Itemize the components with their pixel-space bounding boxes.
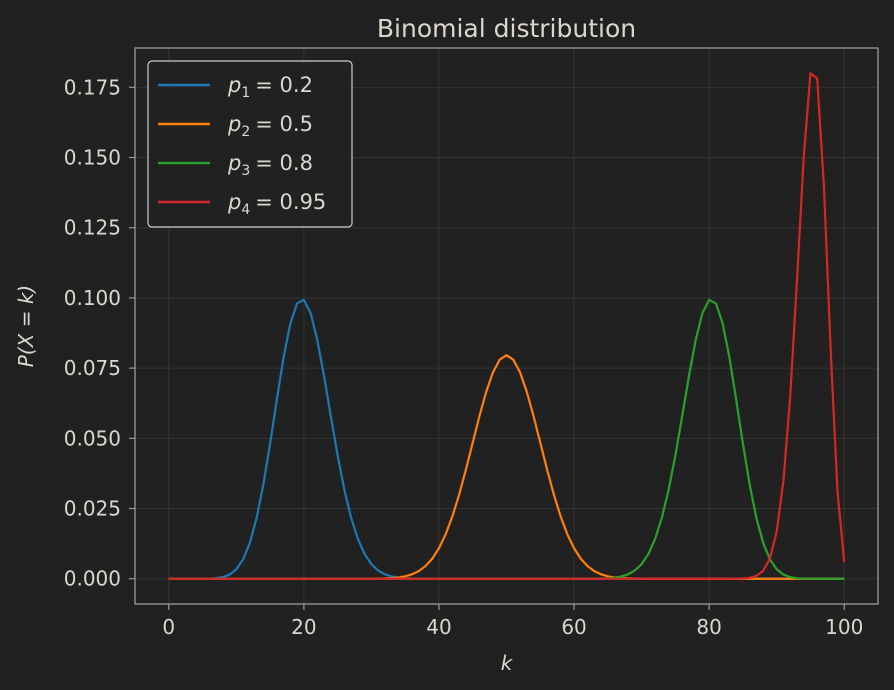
- y-tick-label: 0.025: [64, 497, 121, 521]
- legend-label-3: p3 = 0.8: [227, 151, 313, 179]
- legend-value: = 0.8: [255, 151, 313, 175]
- y-tick-label: 0.100: [64, 286, 121, 310]
- legend-value: = 0.5: [255, 112, 313, 136]
- legend-var: p: [227, 190, 241, 214]
- legend-value: = 0.95: [255, 190, 326, 214]
- ticks: 0 20 40 60 80 100 0.000 0.025 0.050 0.075 0.100 0.1…: [64, 75, 864, 639]
- legend-var: p: [227, 112, 241, 136]
- x-tick-label: 0: [162, 615, 175, 639]
- y-tick-label: 0.125: [64, 216, 121, 240]
- legend: p1 = 0.2p2 = 0.5p3 = 0.8p4 = 0.95: [147, 60, 353, 228]
- legend-label-2: p2 = 0.5: [227, 112, 313, 140]
- legend-var: p: [227, 151, 241, 175]
- y-tick-label: 0.075: [64, 356, 121, 380]
- legend-box: [147, 60, 353, 228]
- x-tick-label: 40: [426, 615, 451, 639]
- axes-frame: [134, 47, 879, 605]
- y-tick-label: 0.175: [64, 75, 121, 99]
- x-axis-label: k: [501, 651, 514, 675]
- legend-subscript: 4: [241, 202, 250, 218]
- x-tick-label: 80: [696, 615, 721, 639]
- legend-label-4: p4 = 0.95: [227, 190, 326, 218]
- y-tick-label: 0.050: [64, 426, 121, 450]
- x-tick-label: 100: [825, 615, 863, 639]
- x-tick-label: 20: [291, 615, 316, 639]
- x-tick-label: 60: [561, 615, 586, 639]
- y-tick-label: 0.000: [64, 567, 121, 591]
- legend-subscript: 3: [241, 163, 250, 179]
- legend-label-1: p1 = 0.2: [227, 73, 313, 101]
- series-lines: [168, 72, 846, 580]
- series-line-4: [168, 72, 846, 580]
- grid: [135, 48, 878, 604]
- legend-value: = 0.2: [255, 73, 313, 97]
- legend-subscript: 1: [241, 85, 250, 101]
- y-tick-label: 0.150: [64, 146, 121, 170]
- y-axis-label: P(X = k): [14, 285, 38, 367]
- chart-title: Binomial distribution: [377, 14, 636, 43]
- legend-var: p: [227, 73, 241, 97]
- legend-subscript: 2: [241, 124, 250, 140]
